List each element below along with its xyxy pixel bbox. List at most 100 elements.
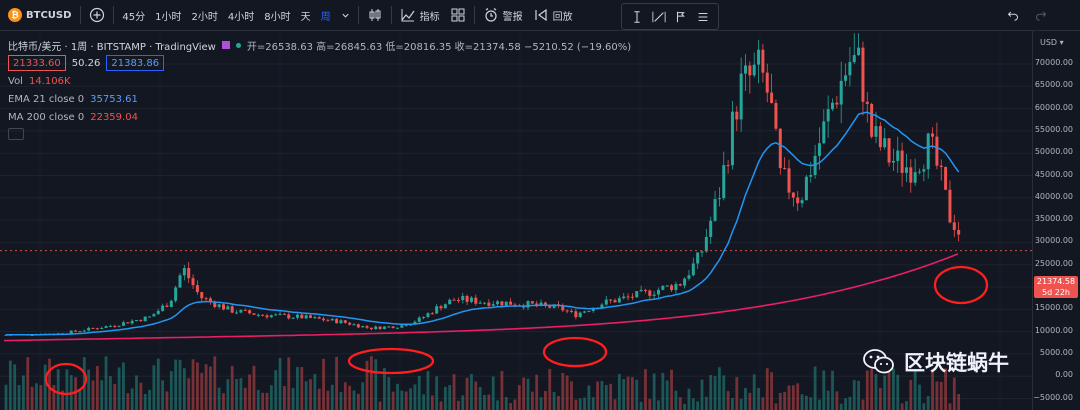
currency-label[interactable]: USD ▾	[1040, 38, 1064, 47]
candle-body	[352, 324, 356, 326]
candle-body	[278, 313, 282, 315]
candle-body	[456, 300, 460, 302]
undo-button[interactable]	[1002, 0, 1024, 31]
candle-body	[604, 299, 608, 305]
chevron-down-icon	[342, 13, 349, 18]
compare-button[interactable]	[84, 0, 110, 31]
volume-bar	[52, 385, 56, 410]
volume-bar	[74, 377, 77, 410]
candle-body	[235, 312, 239, 314]
volume-bar	[844, 398, 847, 410]
volume-bar	[261, 392, 265, 410]
candle-body	[365, 326, 369, 328]
candle-body	[287, 314, 291, 319]
candle-body	[748, 65, 752, 76]
price-axis[interactable]: 70000.00 65000.00 60000.00 55000.00 50000.00…	[1032, 31, 1080, 410]
volume-bar	[65, 369, 69, 410]
volume-bar	[544, 391, 547, 410]
volume-bar	[526, 378, 530, 410]
cursor-line-icon[interactable]	[630, 10, 644, 24]
candle-body	[117, 325, 121, 327]
volume-bar	[343, 382, 347, 410]
volume-bar	[226, 379, 230, 410]
volume-bar	[448, 385, 452, 410]
volume-bar	[561, 373, 565, 410]
chart-title[interactable]: 比特币/美元 · 1周 · BITSTAMP · TradingView	[8, 41, 216, 53]
volume-bar	[269, 385, 273, 410]
interval-1h[interactable]: 1小时	[155, 11, 182, 23]
redo-button[interactable]	[1030, 0, 1052, 31]
volume-bar	[230, 365, 234, 410]
candle-body	[500, 301, 504, 306]
alert-button[interactable]: 警报	[478, 0, 528, 31]
indicators-button[interactable]: 指标	[395, 0, 445, 31]
candle-body	[104, 326, 108, 328]
volume-bar	[878, 387, 882, 410]
collapse-indicators-button[interactable]	[8, 128, 24, 140]
volume-bar	[209, 366, 212, 410]
candle-body	[739, 73, 743, 120]
spread-value: 50.26	[71, 57, 101, 69]
candle-body	[87, 327, 91, 331]
candle-body	[939, 165, 943, 167]
volume-bar	[243, 387, 247, 410]
candle-body	[491, 304, 495, 306]
legend-volume-row[interactable]: Vol 14.106K	[8, 72, 631, 90]
volume-bar	[622, 378, 626, 410]
flag-icon[interactable]	[221, 41, 230, 49]
buy-price-button[interactable]: 21383.86	[106, 55, 165, 71]
candle-body	[496, 301, 500, 305]
volume-bar	[248, 374, 251, 410]
fibonacci-icon[interactable]	[674, 10, 688, 24]
candle-body	[439, 306, 443, 309]
interval-8h[interactable]: 8小时	[264, 11, 291, 23]
interval-2h[interactable]: 2小时	[191, 11, 218, 23]
interval-1d[interactable]: 天	[300, 11, 311, 23]
volume-bar	[913, 369, 917, 410]
layouts-button[interactable]	[445, 0, 471, 31]
interval-4h[interactable]: 4小时	[227, 11, 255, 23]
volume-bar	[396, 383, 399, 410]
price-tick: 0.00	[1055, 370, 1073, 380]
text-tool-icon[interactable]	[696, 10, 710, 24]
trend-line-icon[interactable]	[652, 10, 666, 24]
volume-bar	[570, 381, 573, 410]
separator	[357, 6, 359, 24]
candle-body	[848, 61, 852, 76]
candle-body	[957, 229, 961, 235]
volume-bar	[752, 374, 756, 410]
candle-body	[483, 302, 486, 304]
candle-body	[504, 301, 508, 306]
candle-body	[926, 133, 930, 170]
ema21-line	[6, 111, 960, 336]
candle-body	[348, 322, 352, 325]
candle-body	[217, 304, 221, 307]
volume-bar	[265, 392, 269, 410]
interval-45m[interactable]: 45分	[122, 11, 146, 23]
legend-ma-row[interactable]: MA 200 close 0 22359.04	[8, 108, 631, 126]
candle-body	[648, 290, 652, 296]
candle-body	[391, 326, 395, 329]
legend-ema-row[interactable]: EMA 21 close 0 35753.61	[8, 90, 631, 108]
price-chart[interactable]	[0, 31, 1032, 410]
symbol-selector[interactable]: ₿ BTCUSD	[0, 8, 77, 22]
price-tick: 40000.00	[1034, 191, 1073, 201]
volume-bar	[161, 380, 164, 410]
volume-bar	[739, 398, 743, 410]
volume-bar	[522, 377, 526, 410]
volume-bar	[22, 375, 25, 410]
candle-body	[178, 275, 182, 288]
candle-body	[678, 284, 682, 286]
candle-body	[548, 305, 552, 308]
sell-price-button[interactable]: 21333.60	[8, 55, 66, 71]
interval-dropdown[interactable]	[336, 0, 355, 31]
candle-body	[78, 331, 82, 333]
candle-body	[700, 251, 704, 253]
candle-body	[717, 198, 721, 200]
replay-button[interactable]: 回放	[528, 0, 578, 31]
volume-bar	[596, 381, 599, 410]
volume-bar	[926, 396, 930, 410]
interval-1w[interactable]: 周	[320, 11, 331, 23]
chart-type-button[interactable]	[362, 0, 388, 31]
candle-body	[322, 318, 326, 321]
